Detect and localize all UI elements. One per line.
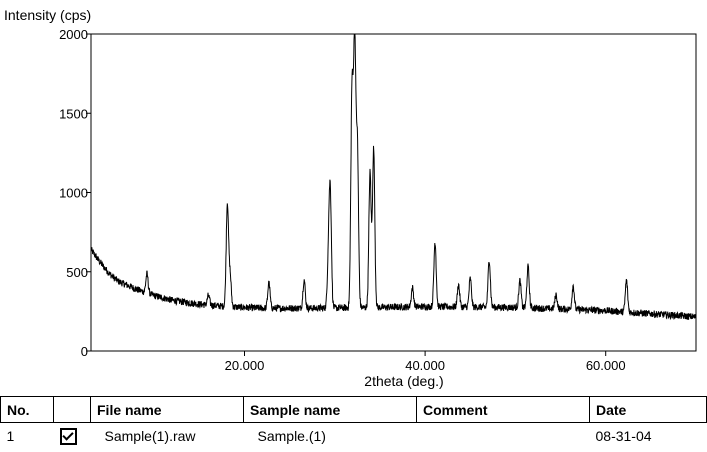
cell-no: 1 — [6, 427, 15, 444]
col-header-sample-name: Sample name — [243, 396, 417, 423]
col-header-comment: Comment — [416, 396, 590, 423]
y-axis: 0 500 1000 1500 2000 — [59, 27, 91, 359]
col-header-no: No. — [0, 396, 54, 423]
x-axis-title: 2theta (deg.) — [364, 373, 443, 389]
cell-sample-name: Sample.(1) — [257, 427, 326, 444]
cell-check[interactable] — [54, 423, 91, 449]
y-tick-label: 2000 — [59, 27, 88, 42]
table-header-row: No. File name Sample name Comment Date — [0, 396, 707, 423]
file-table: No. File name Sample name Comment Date 1… — [0, 396, 707, 448]
x-tick-label: 20.000 — [225, 358, 265, 373]
y-tick-label: 0 — [81, 344, 88, 359]
col-header-file-name: File name — [90, 396, 244, 423]
x-tick-label: 40.000 — [405, 358, 445, 373]
cell-date: 08-31-04 — [595, 427, 652, 444]
y-tick-label: 1500 — [59, 106, 88, 121]
diffraction-pattern-line — [90, 33, 697, 321]
y-tick-label: 1000 — [59, 186, 88, 201]
col-header-date: Date — [589, 396, 707, 423]
x-axis: 20.000 40.000 60.000 — [225, 351, 626, 373]
cell-file-name: Sample(1).raw — [104, 427, 196, 444]
xrd-chart: Intensity (cps) 0 500 1000 1500 2000 20.000 4… — [4, 7, 697, 389]
col-header-check — [53, 396, 91, 423]
cell-comment — [417, 423, 590, 449]
row-checkbox[interactable] — [59, 427, 77, 445]
x-tick-label: 60.000 — [586, 358, 626, 373]
y-tick-label: 500 — [66, 265, 88, 280]
y-axis-title: Intensity (cps) — [4, 7, 91, 23]
table-row[interactable]: 1 Sample(1).raw Sample.(1) 08-31-04 — [1, 423, 707, 449]
